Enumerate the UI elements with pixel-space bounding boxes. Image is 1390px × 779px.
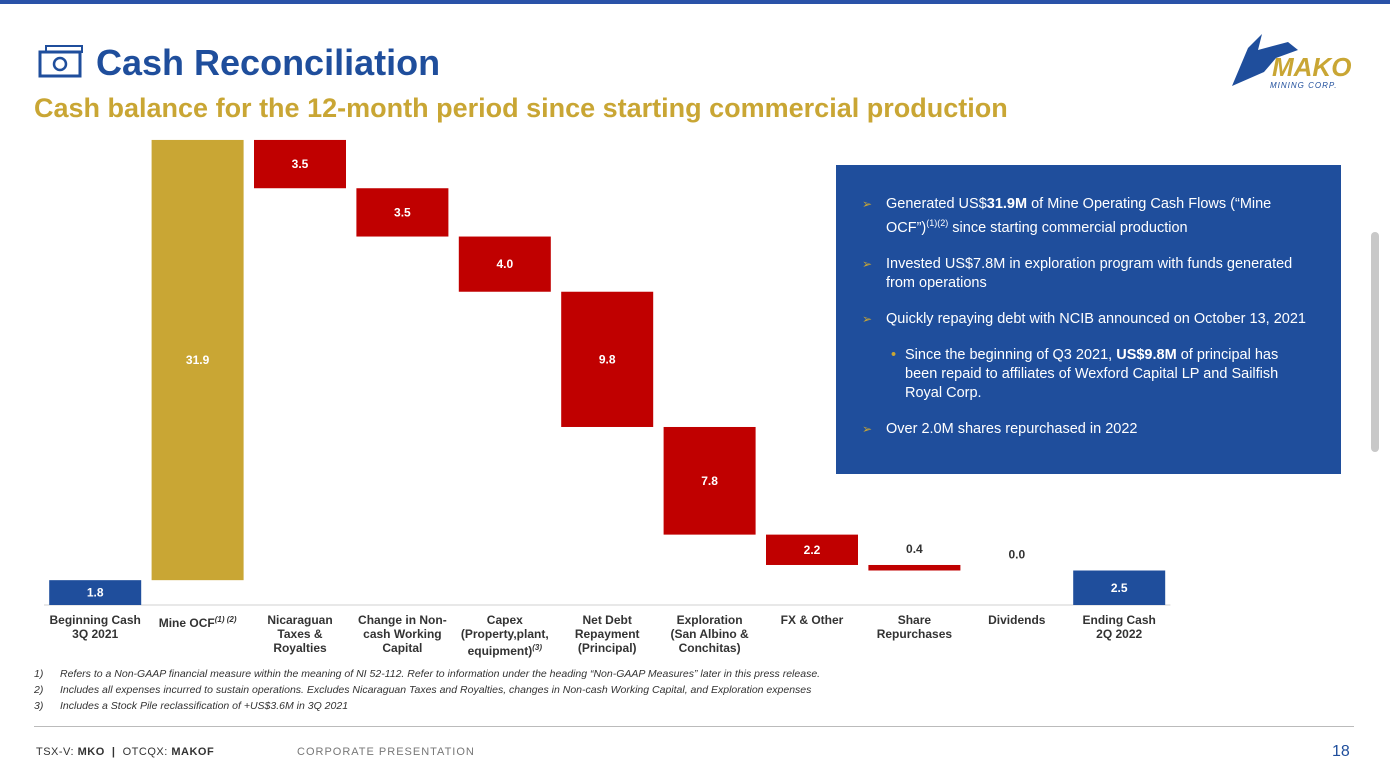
bar — [356, 188, 449, 237]
text: Dividends — [988, 613, 1046, 627]
text: US$9.8M — [1116, 346, 1177, 363]
text: FX & Other — [780, 613, 844, 627]
bullet: Over 2.0M shares repurchased in 2022 — [862, 420, 1313, 439]
text: Over 2.0M shares repurchased in 2022 — [886, 420, 1138, 437]
text: Ending Cash 2Q 2022 — [1082, 613, 1156, 641]
text: Since the beginning of Q3 2021, — [905, 346, 1117, 363]
text: since starting commercial production — [948, 219, 1188, 236]
value-label: 2.5 — [1111, 581, 1128, 595]
text: Includes a Stock Pile reclassification o… — [60, 700, 349, 712]
bar — [561, 291, 654, 427]
bar — [458, 236, 551, 292]
text: Net Debt Repayment (Principal) — [574, 613, 640, 655]
text: of Mine Operating Cash Flows (“Mine OCF”… — [886, 196, 1272, 236]
text: MAKOF — [171, 746, 215, 758]
x-tick-label: Exploration (San Albino & Conchitas) — [658, 613, 762, 655]
text: 31.9M — [986, 196, 1028, 212]
text: Change in Non- cash Working Capital — [358, 613, 447, 655]
value-label: 0.0 — [1008, 548, 1025, 562]
bar — [766, 534, 858, 565]
text: Nicaraguan Taxes & Royalties — [267, 613, 333, 655]
x-tick-label: Net Debt Repayment (Principal) — [555, 613, 659, 655]
bullet: Generated US$31.9M of Mine Operating Cas… — [862, 195, 1313, 238]
page-number: 18 — [1332, 743, 1350, 760]
text: Exploration (San Albino & Conchitas) — [670, 613, 749, 655]
text: Mine OCF — [158, 616, 215, 630]
x-tick-label: FX & Other — [760, 613, 864, 627]
footnote: 2) Includes all expenses incurred to sust… — [34, 684, 811, 696]
value-label: 3.5 — [292, 157, 309, 171]
marker: 1) — [34, 668, 44, 680]
bar — [49, 580, 142, 605]
logo-mark — [1232, 34, 1298, 86]
bar — [151, 139, 244, 581]
subtitle: Cash balance for the 12-month period sin… — [34, 93, 1008, 123]
bar — [254, 139, 346, 189]
value-label: 3.5 — [394, 205, 411, 219]
info-box: Generated US$31.9M of Mine Operating Cas… — [836, 165, 1341, 474]
x-tick-label: Nicaraguan Taxes & Royalties — [248, 613, 352, 655]
value-label: 7.8 — [701, 474, 718, 488]
x-tick-label: Change in Non- cash Working Capital — [350, 613, 454, 655]
money-icon — [38, 45, 83, 78]
x-tick-label: Beginning Cash 3Q 2021 — [43, 613, 147, 641]
top-border — [0, 0, 1390, 4]
value-label: 1.8 — [87, 586, 104, 600]
footer: TSX-V: MKO | OTCQX: MAKOF — [36, 746, 214, 758]
footnote: 3) Includes a Stock Pile reclassification… — [34, 700, 348, 712]
text: Share Repurchases — [876, 613, 953, 641]
text: TSX-V: — [36, 746, 78, 758]
footer-section: CORPORATE PRESENTATION — [297, 746, 475, 758]
title: Cash Reconciliation — [96, 42, 441, 83]
scrollbar[interactable] — [1371, 232, 1379, 452]
value-label: 2.2 — [804, 543, 821, 557]
text: (1) (2) — [214, 615, 237, 624]
x-tick-label: Share Repurchases — [862, 613, 966, 641]
text: of principal has been repaid to affiliat… — [905, 346, 1279, 401]
divider — [34, 726, 1354, 727]
bullet: Invested US$7.8M in exploration program … — [862, 255, 1313, 293]
text: Quickly repaying debt with NCIB announce… — [886, 310, 1306, 327]
text: MKO — [77, 746, 105, 758]
text: Refers to a Non-GAAP financial measure w… — [60, 668, 821, 680]
x-tick-label: Dividends — [965, 613, 1069, 627]
marker: 2) — [34, 684, 44, 696]
text: (3) — [532, 643, 543, 652]
value-label: 4.0 — [496, 257, 513, 271]
logo-tagline: MINING CORP. — [1270, 81, 1338, 90]
text: Includes all expenses incurred to sustai… — [60, 684, 812, 696]
text: Beginning Cash 3Q 2021 — [49, 613, 141, 641]
logo-name: MAKO — [1272, 52, 1352, 82]
footnote: 1) Refers to a Non-GAAP financial measure… — [34, 668, 820, 680]
bar — [1073, 570, 1166, 605]
x-tick-label: Mine OCF(1) (2) — [146, 613, 250, 630]
text: OTCQX: — [122, 746, 172, 758]
marker: 3) — [34, 700, 44, 712]
text: Generated US$ — [886, 196, 987, 212]
bar — [663, 426, 756, 535]
sub-bullet: Since the beginning of Q3 2021, US$9.8M … — [891, 346, 1313, 403]
x-tick-label: Capex (Property,plant, equipment)(3) — [453, 613, 557, 658]
bar — [868, 564, 961, 571]
text: Invested US$7.8M in exploration program … — [886, 255, 1293, 291]
text: (1)(2) — [926, 218, 949, 228]
text: Capex (Property,plant, equipment) — [460, 613, 549, 658]
value-label: 0.4 — [906, 542, 923, 556]
value-label: 31.9 — [186, 353, 210, 367]
bullet: Quickly repaying debt with NCIB announce… — [862, 310, 1313, 329]
text: | — [111, 746, 116, 758]
x-tick-label: Ending Cash 2Q 2022 — [1067, 613, 1171, 641]
value-label: 9.8 — [599, 352, 616, 366]
